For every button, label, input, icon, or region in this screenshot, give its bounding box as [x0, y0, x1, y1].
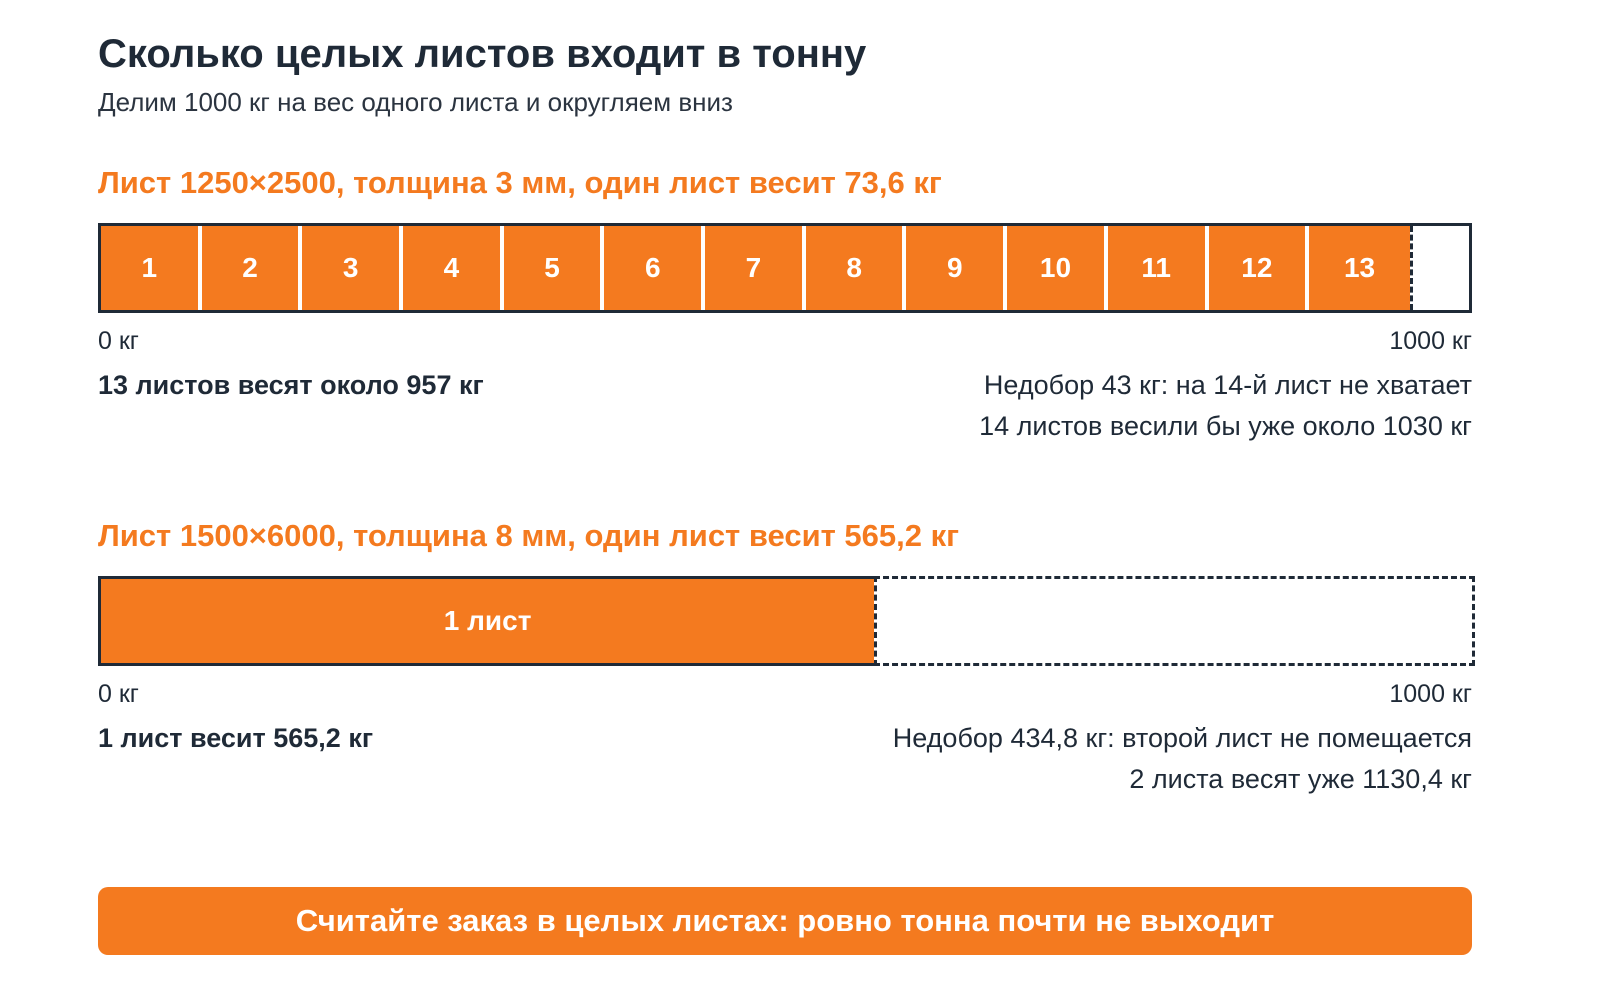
sheet-segment: 12	[1208, 226, 1310, 310]
sheet-segment: 9	[906, 226, 1008, 310]
section-heading: Лист 1250×2500, толщина 3 мм, один лист …	[98, 165, 942, 200]
axis-max-label: 1000 кг	[1389, 327, 1472, 355]
remaining-capacity	[1409, 226, 1469, 310]
sheets-summary: 1 лист весит 565,2 кг	[98, 723, 374, 753]
sheet-segment: 4	[403, 226, 504, 310]
sheet-segment: 11	[1107, 226, 1209, 310]
page-subtitle: Делим 1000 кг на вес одного листа и окру…	[98, 87, 733, 117]
sheet-segment: 7	[705, 226, 806, 310]
sheets-summary: 13 листов весят около 957 кг	[98, 370, 484, 400]
sheet-segment: 8	[805, 226, 907, 310]
sheet-segment: 10	[1007, 226, 1108, 310]
axis-min-label: 0 кг	[98, 327, 139, 355]
axis-max-label: 1000 кг	[1389, 680, 1472, 708]
remaining-capacity	[874, 576, 1475, 666]
tonnage-bar: 1 лист	[98, 576, 1475, 666]
sheet-segment: 2	[201, 226, 303, 310]
page-title: Сколько целых листов входит в тонну	[98, 32, 867, 76]
sheet-section-large: Лист 1500×6000, толщина 8 мм, один лист …	[98, 518, 1475, 818]
sheet-segment: 3	[302, 226, 404, 310]
sheet-segment: 13	[1309, 226, 1410, 310]
shortfall-note: Недобор 434,8 кг: второй лист не помещае…	[892, 723, 1472, 753]
sheet-segment: 5	[503, 226, 605, 310]
sheet-segment: 6	[604, 226, 706, 310]
filled-frame	[98, 576, 875, 666]
sheet-segment: 1 лист	[101, 579, 875, 663]
axis-min-label: 0 кг	[98, 680, 139, 708]
shortfall-note: Недобор 43 кг: на 14-й лист не хватает	[983, 370, 1472, 400]
order-advice-banner: Считайте заказ в целых листах: ровно тон…	[98, 887, 1472, 955]
sheet-section-small: Лист 1250×2500, толщина 3 мм, один лист …	[98, 165, 1472, 465]
overweight-note: 14 листов весили бы уже около 1030 кг	[979, 411, 1472, 441]
sheet-segment: 1	[101, 226, 202, 310]
section-heading: Лист 1500×6000, толщина 8 мм, один лист …	[98, 518, 960, 553]
overweight-note: 2 листа весят уже 1130,4 кг	[1129, 764, 1472, 794]
tonnage-bar: 1 2 3 4 5 6 7 8 9 10 11 12 13	[98, 223, 1472, 313]
